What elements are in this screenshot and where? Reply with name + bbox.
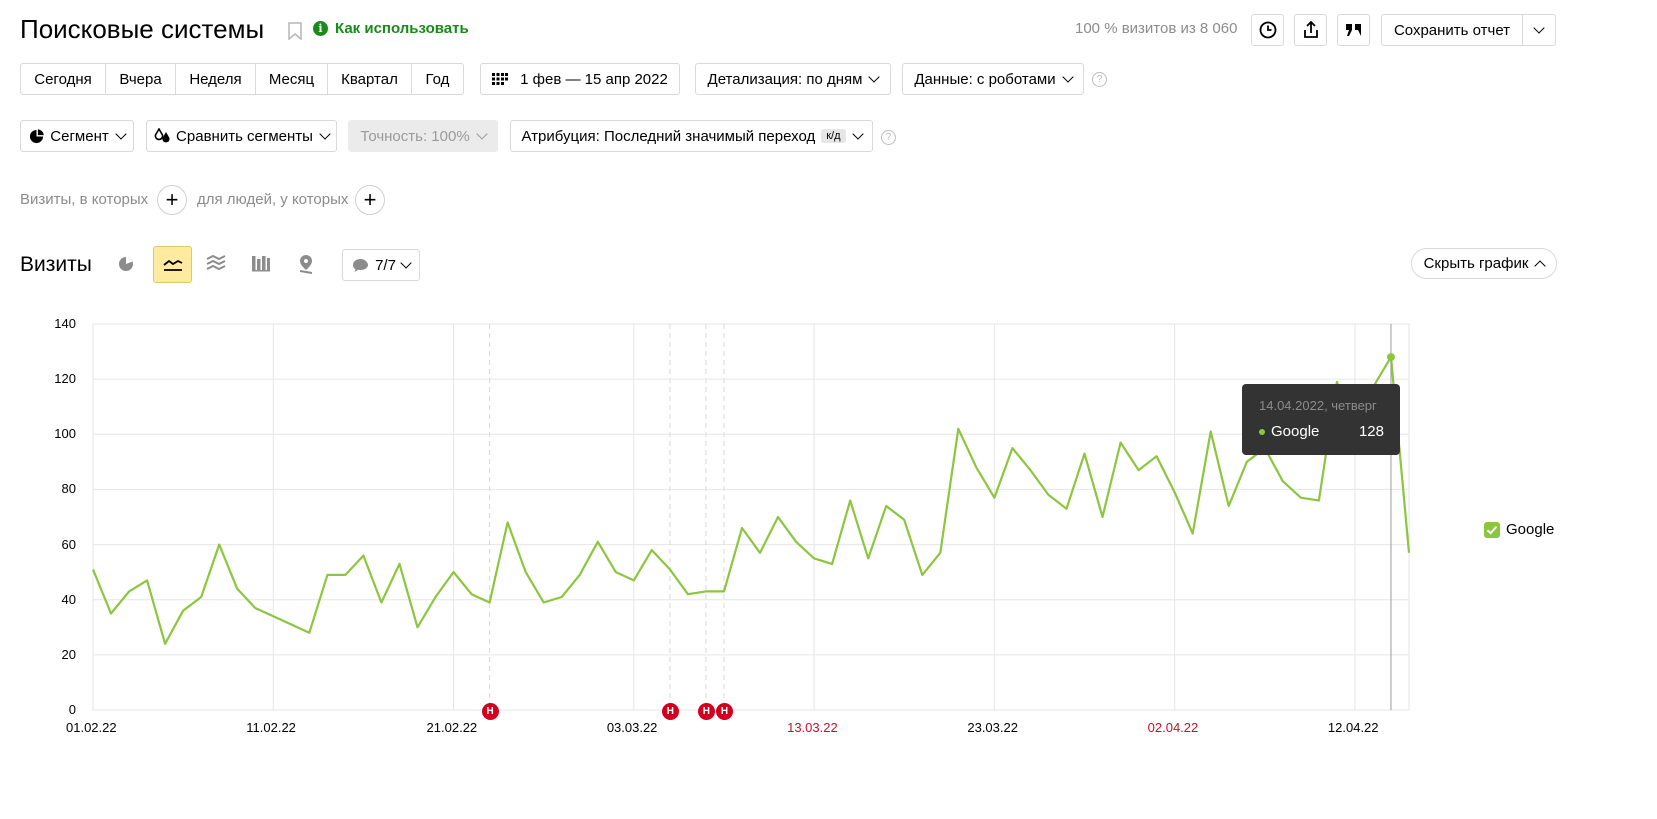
area-chart-button[interactable]: [206, 254, 228, 276]
people-condition-label: для людей, у которых: [197, 191, 349, 208]
note-marker-icon[interactable]: Н: [481, 703, 499, 720]
period-quarter[interactable]: Квартал: [327, 63, 412, 95]
hover-point: [1386, 353, 1395, 362]
hide-chart-button[interactable]: Скрыть график: [1411, 248, 1557, 279]
tooltip-date: 14.04.2022, четверг: [1259, 398, 1377, 413]
line-chart-button[interactable]: [153, 246, 192, 283]
line-chart-icon: [162, 259, 182, 271]
segment-dropdown[interactable]: Сегмент: [20, 120, 134, 152]
checkbox-checked-icon[interactable]: [1484, 521, 1500, 538]
drops-icon: [154, 128, 170, 143]
date-range-button[interactable]: 1 фев — 15 апр 2022: [480, 63, 680, 95]
detail-dropdown[interactable]: Детализация: по дням: [695, 63, 891, 95]
x-tick-label: 13.03.22: [787, 720, 838, 735]
x-tick-label: 12.04.22: [1327, 720, 1379, 735]
period-week[interactable]: Неделя: [175, 63, 256, 95]
visits-condition-label: Визиты, в которых: [20, 191, 149, 208]
note-marker-icon[interactable]: Н: [661, 703, 679, 720]
attribution-badge: к/д: [821, 129, 846, 143]
share-icon: [1303, 21, 1318, 38]
y-tick-label: 20: [61, 646, 76, 662]
plot-frame: [92, 323, 1410, 711]
tooltip-value: 128: [1358, 423, 1384, 440]
calendar-icon: [492, 73, 509, 85]
tooltip-series-dot: [1259, 429, 1265, 435]
pie-icon: [30, 128, 45, 143]
add-people-condition-button[interactable]: +: [355, 185, 385, 215]
bar-chart-button[interactable]: [251, 254, 273, 276]
export-button[interactable]: [1294, 14, 1327, 46]
x-tick-label: 02.04.22: [1147, 720, 1199, 735]
notes-dropdown[interactable]: 7/7: [342, 249, 420, 281]
bookmark-icon[interactable]: [288, 22, 302, 45]
period-today[interactable]: Сегодня: [20, 63, 106, 95]
note-marker-icon[interactable]: Н: [697, 703, 715, 720]
help-icon[interactable]: ?: [1092, 72, 1107, 87]
quote-button[interactable]: [1337, 14, 1370, 46]
y-tick-label: 80: [61, 481, 76, 497]
history-button[interactable]: [1251, 14, 1284, 46]
how-to-use-link[interactable]: i Как использовать: [313, 20, 469, 37]
save-report-dropdown[interactable]: [1522, 14, 1556, 46]
chart-title: Визиты: [20, 253, 92, 276]
legend-item-google[interactable]: Google: [1484, 521, 1554, 538]
comment-icon: [353, 258, 369, 272]
save-report-button[interactable]: Сохранить отчет: [1381, 14, 1523, 46]
bar-chart-icon: [252, 256, 270, 272]
x-tick-label: 01.02.22: [66, 720, 117, 735]
stacked-area-icon: [206, 254, 226, 271]
legend-label: Google: [1506, 521, 1555, 538]
visits-share: 100 % визитов из 8 060: [1075, 20, 1238, 37]
clock-icon: [1259, 21, 1276, 39]
x-tick-label: 21.02.22: [426, 720, 478, 735]
map-chart-button[interactable]: [296, 254, 318, 276]
x-tick-label: 23.03.22: [967, 720, 1018, 735]
add-visit-condition-button[interactable]: +: [157, 185, 187, 215]
y-tick-label: 100: [54, 426, 76, 442]
x-tick-label: 11.02.22: [246, 720, 296, 735]
series-line-google: [91, 356, 1411, 645]
map-pin-icon: [299, 255, 313, 274]
note-marker-icon[interactable]: Н: [715, 703, 733, 720]
pie-chart-button[interactable]: [116, 254, 140, 276]
pie-chart-icon: [119, 257, 133, 271]
data-dropdown[interactable]: Данные: с роботами: [902, 63, 1084, 95]
info-icon: i: [313, 21, 328, 36]
y-tick-label: 40: [61, 591, 76, 607]
period-year[interactable]: Год: [411, 63, 464, 95]
y-tick-label: 0: [68, 702, 76, 717]
quote-icon: [1345, 24, 1361, 36]
chart-tooltip: 14.04.2022, четверг Google 128: [1242, 384, 1400, 455]
tooltip-series-name: Google: [1271, 423, 1320, 440]
y-tick-label: 60: [61, 536, 76, 552]
y-tick-label: 140: [54, 316, 76, 331]
compare-segments-dropdown[interactable]: Сравнить сегменты: [146, 120, 337, 152]
attribution-dropdown[interactable]: Атрибуция: Последний значимый переход к/…: [510, 120, 873, 152]
accuracy-dropdown: Точность: 100%: [348, 120, 498, 152]
period-month[interactable]: Месяц: [255, 63, 328, 95]
page-title: Поисковые системы: [20, 14, 265, 44]
help-icon[interactable]: ?: [881, 130, 896, 145]
x-tick-label: 03.03.22: [606, 720, 658, 735]
y-tick-label: 120: [54, 371, 76, 387]
